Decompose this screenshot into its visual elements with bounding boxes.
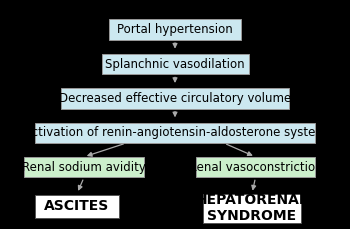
- FancyBboxPatch shape: [35, 123, 315, 143]
- FancyBboxPatch shape: [61, 88, 289, 109]
- Text: Activation of renin-angiotensin-aldosterone system: Activation of renin-angiotensin-aldoster…: [23, 126, 327, 139]
- Text: Portal hypertension: Portal hypertension: [117, 23, 233, 36]
- FancyBboxPatch shape: [196, 157, 315, 177]
- Text: ASCITES: ASCITES: [44, 199, 110, 213]
- Text: Renal sodium avidity: Renal sodium avidity: [22, 161, 146, 174]
- Text: Renal vasoconstriction: Renal vasoconstriction: [189, 161, 322, 174]
- Text: Splanchnic vasodilation: Splanchnic vasodilation: [105, 58, 245, 71]
- FancyBboxPatch shape: [102, 54, 248, 74]
- Text: HEPATORENAL
SYNDROME: HEPATORENAL SYNDROME: [196, 193, 308, 224]
- FancyBboxPatch shape: [35, 195, 119, 218]
- FancyBboxPatch shape: [25, 157, 144, 177]
- FancyBboxPatch shape: [108, 19, 241, 40]
- Text: Decreased effective circulatory volume: Decreased effective circulatory volume: [59, 92, 291, 105]
- FancyBboxPatch shape: [203, 194, 301, 223]
